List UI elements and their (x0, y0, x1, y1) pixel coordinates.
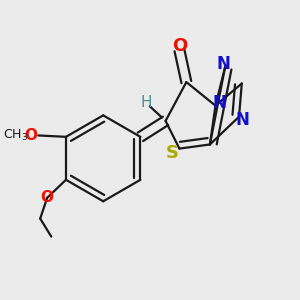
Text: N: N (213, 94, 226, 112)
Text: O: O (172, 37, 187, 55)
Text: H: H (140, 95, 152, 110)
Text: O: O (40, 190, 54, 205)
Text: O: O (24, 128, 37, 143)
Text: S: S (166, 144, 179, 162)
Text: N: N (236, 110, 249, 128)
Text: CH$_3$: CH$_3$ (3, 128, 29, 143)
Text: N: N (217, 55, 231, 73)
